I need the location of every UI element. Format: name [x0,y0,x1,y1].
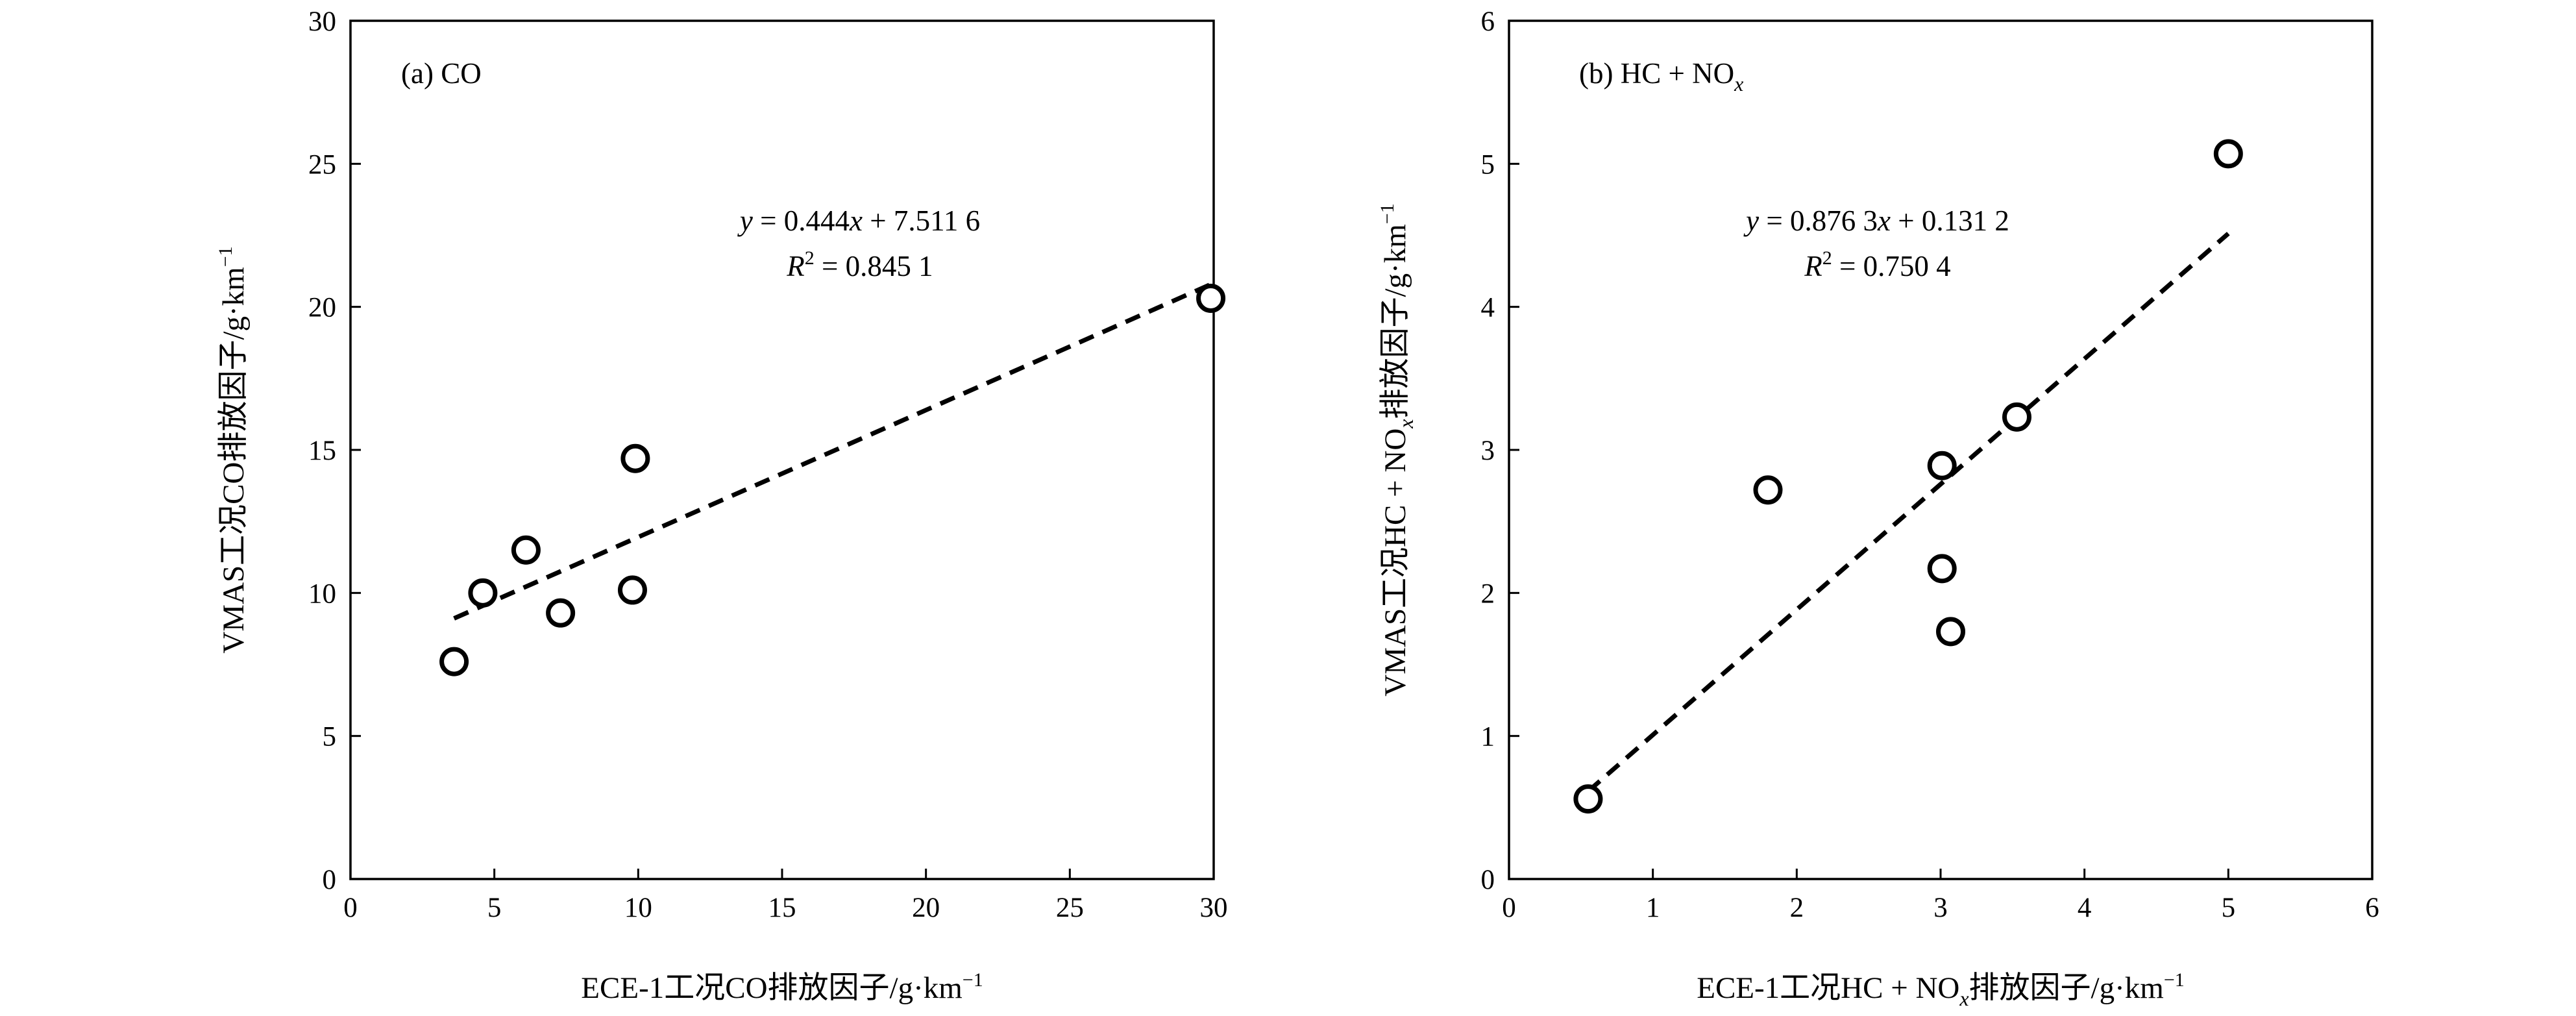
data-point [1753,475,1783,505]
data-point [546,598,576,628]
x-tick-label: 5 [2222,893,2236,923]
r-squared-b: R2 = 0.750 4 [1804,247,1950,282]
markers-b [1573,139,2243,814]
y-tick-label: 0 [1481,865,1495,895]
data-point [1573,784,1603,814]
y-tick-label: 30 [308,6,336,37]
markers-a [439,283,1226,676]
x-tick-label: 2 [1790,893,1804,923]
trendline-b [1586,232,2230,793]
data-point [1927,554,1957,584]
x-tick-label: 30 [1200,893,1228,923]
y-tick-label: 5 [323,722,337,752]
y-axis-title-a: VMAS工况CO排放因子/g·km−1 [215,246,251,653]
data-point [511,535,541,565]
y-tick-label: 1 [1481,722,1495,752]
x-axis-title-b: ECE-1工况HC + NOx排放因子/g·km−1 [1697,969,2185,1010]
x-axis-title-a: ECE-1工况CO排放因子/g·km−1 [581,969,983,1005]
x-tick-label: 5 [487,893,502,923]
data-point [1196,283,1226,313]
data-point [1936,617,1966,647]
y-tick-label: 3 [1481,436,1495,466]
r-squared-a: R2 = 0.845 1 [786,247,933,282]
plot-frame-a [349,19,1215,880]
y-axis-title-b: VMAS工况HC + NOx排放因子/g·km−1 [1377,203,1417,696]
y-tick-label: 2 [1481,578,1495,609]
axis-ticks-a: 0 5 10 15 20 25 30 0 5 10 15 20 25 30 [308,6,1228,923]
trend-equation-a: y = 0.444x + 7.511 6 [737,204,980,237]
y-tick-label: 15 [308,436,336,466]
x-tick-label: 0 [343,893,358,923]
chart-panel-a: 0 5 10 15 20 25 30 0 5 10 15 20 25 30 (a) CO y = 0.44… [215,6,1228,1005]
y-tick-label: 4 [1481,293,1495,323]
y-tick-label: 0 [323,865,337,895]
x-tick-label: 25 [1056,893,1084,923]
x-tick-label: 3 [1933,893,1948,923]
panel-label-a: (a) CO [401,57,482,90]
x-tick-label: 0 [1502,893,1516,923]
chart-panel-b: 0 1 2 3 4 5 6 0 1 2 3 4 5 6 (b) HC + NOx y = 0.876 3x… [1377,6,2379,1010]
trendline-a [453,282,1212,621]
y-tick-label: 5 [1481,149,1495,180]
x-tick-label: 1 [1646,893,1660,923]
trendline-group-a [453,282,1212,621]
panel-label-b: (b) HC + NOx [1579,57,1743,95]
axis-ticks-b: 0 1 2 3 4 5 6 0 1 2 3 4 5 6 [1481,6,2379,923]
y-tick-label: 6 [1481,6,1495,37]
x-tick-label: 20 [912,893,940,923]
trend-equation-b: y = 0.876 3x + 0.131 2 [1743,204,2009,237]
data-point [2002,402,2031,432]
data-point [620,443,650,473]
y-tick-label: 25 [308,149,336,180]
x-tick-label: 15 [768,893,796,923]
data-point [617,575,647,605]
y-tick-label: 10 [308,578,336,609]
data-point [439,647,469,676]
data-point [468,578,498,608]
y-tick-label: 20 [308,293,336,323]
data-point [2213,139,2243,169]
trendline-group-b [1586,232,2230,793]
data-point [1927,451,1957,480]
x-tick-label: 10 [624,893,652,923]
x-tick-label: 6 [2365,893,2379,923]
x-tick-label: 4 [2078,893,2092,923]
